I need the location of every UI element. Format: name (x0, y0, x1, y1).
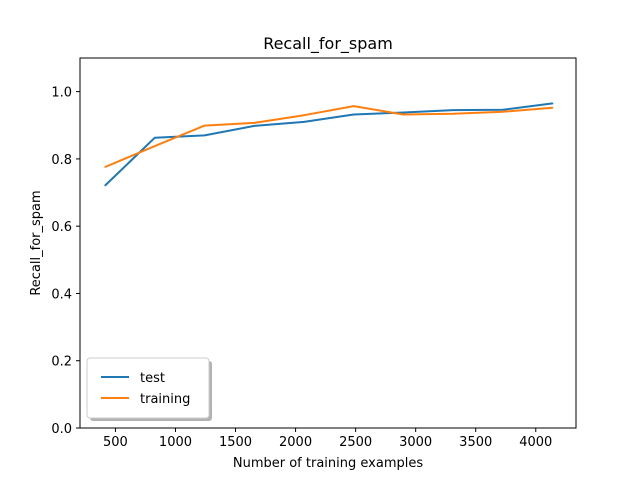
y-tick-label: 0.8 (51, 153, 72, 168)
y-tick-label: 0.4 (51, 287, 72, 302)
y-axis-label: Recall_for_spam (29, 190, 44, 295)
axes (79, 57, 577, 429)
y-tick-label: 1.0 (51, 86, 72, 101)
chart-title: Recall_for_spam (263, 34, 393, 54)
legend: test training (86, 357, 212, 421)
data-point-test (551, 102, 554, 105)
x-tick-label: 1500 (219, 435, 252, 450)
data-point-test (352, 113, 355, 116)
data-point-training (551, 106, 554, 109)
x-tick-label: 4000 (519, 435, 552, 450)
data-point-test (303, 121, 305, 123)
data-point-test (502, 109, 504, 111)
legend-label-test: test (140, 371, 165, 386)
x-tick-label: 500 (103, 435, 128, 450)
y-tick-label: 0.6 (51, 220, 72, 235)
x-axis-label: Number of training examples (233, 456, 423, 471)
x-tick-label: 3500 (459, 435, 492, 450)
y-axis-ticks: 0.0 0.2 0.4 0.6 0.8 1.0 (51, 86, 80, 437)
data-point-test (253, 125, 256, 127)
series-line-training (104, 105, 553, 168)
data-point-training (154, 145, 156, 147)
plot-frame (79, 57, 577, 429)
plot-lines (104, 102, 554, 187)
data-point-test (154, 136, 156, 139)
data-point-training (452, 113, 454, 115)
x-tick-label: 2500 (339, 435, 372, 450)
x-tick-label: 1000 (159, 435, 192, 450)
data-point-training (402, 113, 405, 116)
legend-label-training: training (140, 392, 190, 407)
legend-box (86, 357, 210, 419)
data-point-training (253, 122, 256, 124)
data-point-test (104, 184, 106, 187)
x-tick-label: 3000 (399, 435, 432, 450)
data-point-training (502, 111, 504, 113)
data-point-training (352, 105, 355, 107)
data-point-test (402, 111, 405, 114)
data-point-test (452, 109, 454, 111)
data-point-test (203, 134, 206, 137)
y-tick-label: 0.2 (51, 355, 72, 370)
x-axis-ticks: 500 1000 1500 2000 2500 3000 3500 4000 (103, 428, 552, 450)
y-tick-label: 0.0 (51, 422, 72, 437)
x-tick-label: 2000 (279, 435, 312, 450)
data-point-training (104, 166, 106, 168)
data-point-training (303, 114, 305, 116)
data-point-training (203, 124, 206, 127)
